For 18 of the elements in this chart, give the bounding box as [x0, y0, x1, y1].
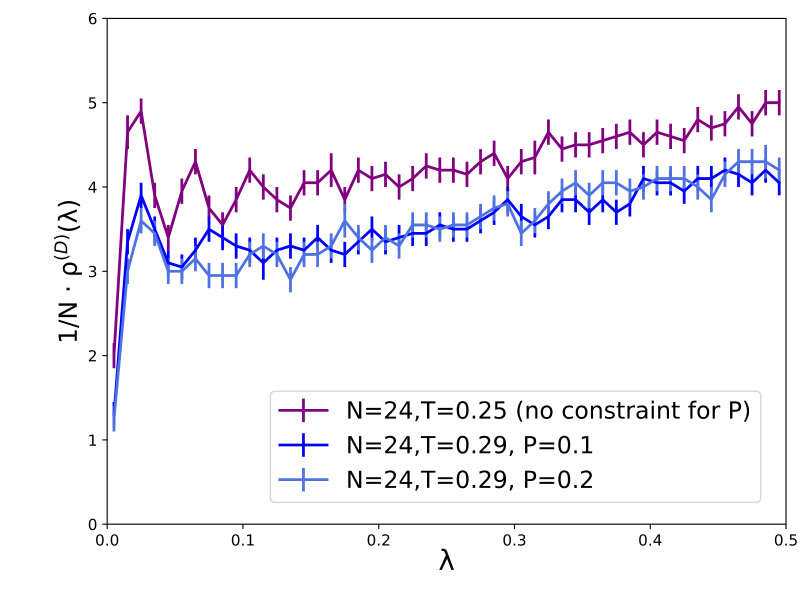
y-tick-label: 1: [89, 434, 96, 446]
y-tick-label: 4: [88, 182, 97, 193]
legend-label: N=24,T=0.25 (no constraint for P): [348, 400, 750, 422]
legend-label: N=24,T=0.29, P=0.2: [348, 470, 592, 491]
y-tick-label: 0: [88, 518, 96, 530]
x-tick-label: 0.3: [503, 534, 526, 546]
y-axis-title: 1/N · ρ$^{(D)}$(λ): [54, 200, 82, 342]
y-tick-label: 3: [88, 266, 96, 278]
x-tick-label: 0.4: [639, 534, 662, 546]
x-tick-label: 0.2: [368, 534, 390, 546]
y-tick-label: 6: [88, 12, 96, 24]
y-tick-label: 2: [88, 350, 96, 362]
x-axis-title: λ: [439, 548, 454, 570]
x-tick-label: 0.1: [232, 534, 254, 546]
y-tick-label: 5: [88, 97, 96, 109]
x-tick-label: 0.5: [774, 534, 797, 546]
x-tick-label: 0.0: [96, 534, 118, 546]
legend-label: N=24,T=0.29, P=0.1: [348, 436, 592, 456]
